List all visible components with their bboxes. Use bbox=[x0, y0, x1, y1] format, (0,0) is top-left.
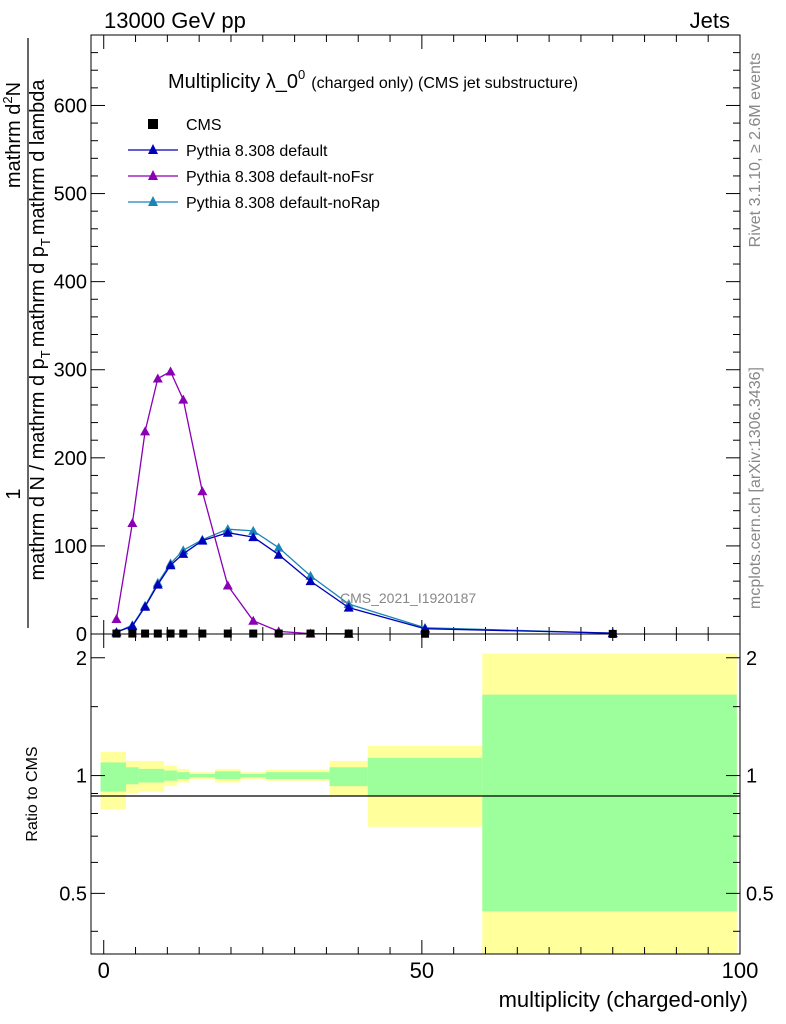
ratio-band-inner bbox=[265, 772, 330, 779]
main-ytick-label: 0 bbox=[76, 624, 87, 646]
chart-title: Multiplicity λ_00 (charged only) (CMS jet… bbox=[168, 67, 578, 93]
ratio-panel: 0.5 0.5 1 1 2 2 0 50 100 Ratio to CMS multiplici… bbox=[24, 633, 774, 1012]
legend-marker-cms bbox=[148, 119, 158, 129]
ratio-ytick-label-right: 1 bbox=[746, 766, 757, 788]
ratio-band-inner bbox=[215, 771, 241, 779]
ratio-band-inner bbox=[240, 773, 266, 778]
ratio-band-inner bbox=[100, 762, 126, 792]
ylabel-num-right-text: mathrm d bbox=[3, 104, 25, 188]
process-label: Jets bbox=[690, 8, 730, 33]
series-line-pythia-8-308-default bbox=[116, 532, 613, 634]
ylabel-num-right-sup: 2 bbox=[0, 96, 15, 103]
ratio-band-inner bbox=[189, 773, 216, 778]
ratio-band-inner bbox=[176, 772, 190, 779]
main-ytick-label: 400 bbox=[54, 272, 87, 294]
ratio-axis-ticks: 0.5 0.5 1 1 2 2 0 50 100 bbox=[59, 634, 774, 983]
legend-marker-nofsr bbox=[148, 170, 158, 180]
data-point-pythia-8-308-default-nofsr bbox=[222, 580, 233, 590]
series-line-pythia-8-308-default-norap bbox=[116, 528, 613, 634]
ylabel-den-tail2: mathrm d lambda bbox=[27, 79, 49, 235]
ratio-ylabel: Ratio to CMS bbox=[24, 746, 41, 841]
main-axis-ticks: 0 100 200 300 400 500 600 bbox=[54, 35, 741, 646]
ratio-ytick-label-right: 2 bbox=[746, 648, 757, 670]
main-ytick-label: 500 bbox=[54, 184, 87, 206]
legend-label-cms: CMS bbox=[186, 117, 222, 134]
rivet-version-label: Rivet 3.1.10, ≥ 2.6M events bbox=[747, 53, 764, 248]
data-point-pythia-8-308-default bbox=[343, 602, 354, 612]
ratio-band-inner bbox=[125, 767, 139, 785]
ratio-ytick-label: 2 bbox=[76, 648, 87, 670]
data-point-pythia-8-308-default bbox=[178, 548, 189, 558]
ratio-frame bbox=[90, 633, 741, 955]
main-ytick-label: 100 bbox=[54, 536, 87, 558]
chart-title-suffix: (charged only) (CMS jet substructure) bbox=[311, 75, 578, 92]
data-point-pythia-8-308-default-nofsr bbox=[197, 486, 208, 496]
legend-label-default: Pythia 8.308 default bbox=[186, 143, 328, 160]
x-axis-label: multiplicity (charged-only) bbox=[499, 987, 748, 1012]
data-point-pythia-8-308-default bbox=[305, 576, 316, 586]
x-tick-label: 100 bbox=[722, 958, 759, 983]
data-point-pythia-8-308-default-nofsr bbox=[165, 366, 176, 376]
main-ytick-label: 600 bbox=[54, 95, 87, 117]
ratio-ytick-label: 0.5 bbox=[59, 883, 87, 905]
legend: CMS Pythia 8.308 default Pythia 8.308 de… bbox=[128, 117, 380, 212]
data-point-pythia-8-308-default bbox=[152, 579, 163, 589]
x-tick-label: 0 bbox=[98, 958, 110, 983]
data-point-pythia-8-308-default-nofsr bbox=[127, 518, 138, 528]
ylabel-den-tail: mathrm d p bbox=[27, 246, 49, 347]
ratio-band-inner bbox=[367, 757, 483, 796]
legend-marker-default bbox=[148, 144, 158, 154]
data-point-pythia-8-308-default-nofsr bbox=[152, 373, 163, 383]
data-point-pythia-8-308-default bbox=[197, 535, 208, 545]
ylabel-den-sub: T bbox=[38, 350, 53, 358]
data-point-pythia-8-308-default-nofsr bbox=[111, 614, 122, 624]
data-point-pythia-8-308-default bbox=[165, 560, 176, 570]
x-tick-label: 50 bbox=[410, 958, 434, 983]
data-point-pythia-8-308-default bbox=[140, 601, 151, 611]
ylabel-den-sub2: T bbox=[38, 238, 53, 246]
legend-label-nofsr: Pythia 8.308 default-noFsr bbox=[186, 169, 374, 186]
ratio-band-inner bbox=[482, 694, 737, 912]
data-point-pythia-8-308-default-nofsr bbox=[248, 615, 259, 625]
ratio-ytick-label-right: 0.5 bbox=[746, 883, 774, 905]
data-point-pythia-8-308-default-nofsr bbox=[140, 426, 151, 436]
data-point-pythia-8-308-default bbox=[222, 527, 233, 537]
main-ytick-label: 300 bbox=[54, 360, 87, 382]
main-panel: 0 100 200 300 400 500 600 CMS_2021_I1920187 Mu… bbox=[0, 34, 741, 646]
chart-title-main: Multiplicity λ_0 bbox=[168, 71, 298, 93]
ylabel-den-text: mathrm d N / mathrm d p bbox=[27, 358, 49, 580]
series-line-pythia-8-308-default-nofsr bbox=[115, 370, 349, 635]
data-point-pythia-8-308-default-norap bbox=[273, 542, 284, 552]
ratio-band-inner bbox=[164, 770, 177, 781]
legend-label-norap: Pythia 8.308 default-noRap bbox=[186, 195, 380, 212]
data-point-pythia-8-308-default-norap bbox=[305, 570, 316, 580]
ylabel-numerator-right: mathrm d2N bbox=[0, 82, 25, 188]
mcplots-label: mcplots.cern.ch [arXiv:1306.3436] bbox=[747, 367, 764, 609]
data-point-pythia-8-308-default bbox=[273, 549, 284, 559]
ratio-ytick-label: 1 bbox=[76, 766, 87, 788]
ylabel-num-right-tail: N bbox=[3, 82, 25, 96]
ratio-band-inner bbox=[329, 767, 368, 787]
chart-title-sup: 0 bbox=[298, 67, 305, 82]
data-point-pythia-8-308-default bbox=[248, 532, 259, 542]
ylabel-numerator: 1 bbox=[3, 488, 25, 499]
main-ytick-label: 200 bbox=[54, 448, 87, 470]
main-ylabel: 1 mathrm d2N mathrm d N / mathrm d pTmat… bbox=[0, 38, 53, 628]
legend-marker-norap bbox=[148, 196, 158, 206]
data-point-pythia-8-308-default bbox=[127, 621, 138, 631]
ratio-bands-layer bbox=[100, 653, 737, 954]
ratio-band-inner bbox=[138, 768, 165, 783]
data-point-pythia-8-308-default-norap bbox=[248, 525, 259, 535]
ylabel-denominator: mathrm d N / mathrm d pTmathrm d pTmathr… bbox=[27, 79, 53, 581]
beam-energy-label: 13000 GeV pp bbox=[104, 8, 246, 33]
data-point-pythia-8-308-default-nofsr bbox=[178, 394, 189, 404]
analysis-label: CMS_2021_I1920187 bbox=[340, 590, 476, 606]
